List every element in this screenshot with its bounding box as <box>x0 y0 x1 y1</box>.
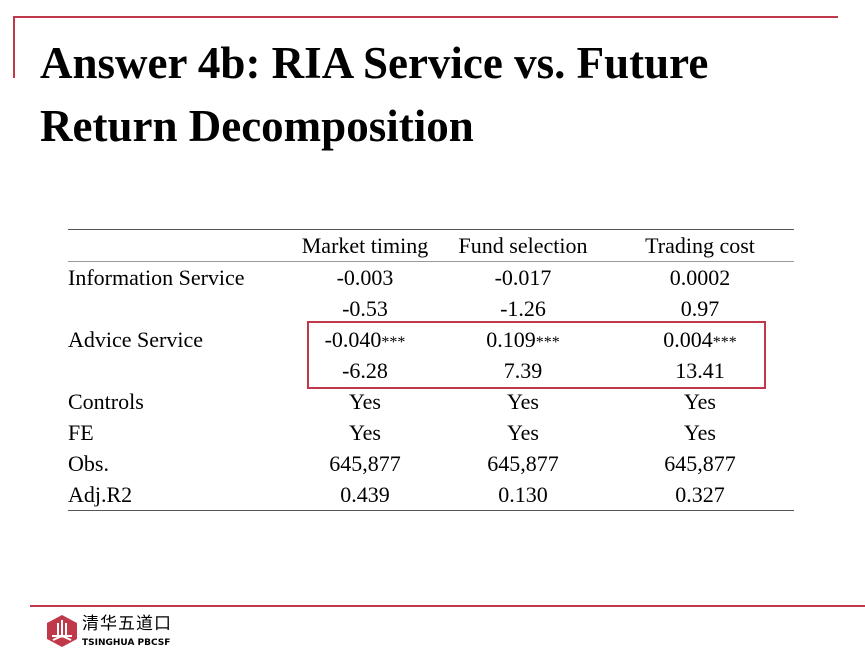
table-cell: 645,877 <box>290 448 440 479</box>
cell-value: 645,877 <box>487 451 559 476</box>
row-label: Controls <box>68 389 144 414</box>
column-header: Fund selection <box>458 233 588 258</box>
table-cell: Yes <box>625 417 775 448</box>
table-cell: 645,877 <box>448 448 598 479</box>
table-cell: -0.017 <box>448 262 598 293</box>
bottom-rule <box>30 605 865 607</box>
row-label: Information Service <box>68 265 245 290</box>
table-cell: 0.004*** <box>625 324 775 355</box>
cell-value: 0.327 <box>675 482 725 507</box>
cell-value: 645,877 <box>664 451 736 476</box>
table-cell: 0.97 <box>625 293 775 324</box>
table-cell: 7.39 <box>448 355 598 386</box>
cell-value: 0.97 <box>680 296 720 321</box>
table-cell: 645,877 <box>625 448 775 479</box>
row-label: Adj.R2 <box>68 482 133 507</box>
cell-value: 0.109 <box>486 327 536 352</box>
significance-stars: *** <box>535 334 560 351</box>
tsinghua-logo-icon <box>47 615 77 647</box>
table-row: Obs. 645,877 645,877 645,877 <box>68 448 794 479</box>
slide-title: Answer 4b: RIA Service vs. Future Return… <box>40 38 709 151</box>
table-cell: Yes <box>290 386 440 417</box>
table-cell: -0.003 <box>290 262 440 293</box>
table-cell: Yes <box>448 417 598 448</box>
cell-value: 0.004 <box>663 327 713 352</box>
table-cell: 13.41 <box>625 355 775 386</box>
table-row: -0.53 -1.26 0.97 <box>68 293 794 324</box>
column-header: Market timing <box>301 233 429 258</box>
significance-stars: *** <box>381 334 406 351</box>
column-header: Trading cost <box>645 233 755 258</box>
row-label: Obs. <box>68 451 109 476</box>
cell-value: 0.130 <box>498 482 548 507</box>
table-row: -6.28 7.39 13.41 <box>68 355 794 386</box>
left-rule <box>13 16 15 78</box>
row-label <box>68 293 283 324</box>
cell-value: -1.26 <box>500 296 546 321</box>
cell-value: -0.003 <box>336 265 394 290</box>
cell-value: -6.28 <box>342 358 388 383</box>
cell-value: 0.439 <box>340 482 390 507</box>
top-rule <box>13 16 838 18</box>
significance-stars: *** <box>712 334 737 351</box>
table-row: Adj.R2 0.439 0.130 0.327 <box>68 479 794 510</box>
cell-value: Yes <box>506 389 539 414</box>
logo-text-en: TSINGHUA PBCSF <box>82 638 171 648</box>
table-cell: -6.28 <box>290 355 440 386</box>
cell-value: Yes <box>683 420 716 445</box>
table-cell: 0.327 <box>625 479 775 510</box>
cell-value: Yes <box>348 420 381 445</box>
cell-value: Yes <box>506 420 539 445</box>
row-label: FE <box>68 420 94 445</box>
table-cell: -0.040*** <box>290 324 440 355</box>
table-cell: -1.26 <box>448 293 598 324</box>
cell-value: Yes <box>348 389 381 414</box>
cell-value: 645,877 <box>329 451 401 476</box>
table-cell: 0.109*** <box>448 324 598 355</box>
table-header: Market timing Fund selection Trading cos… <box>68 230 794 262</box>
table-cell: Yes <box>290 417 440 448</box>
table-cell: -0.53 <box>290 293 440 324</box>
regression-table: Market timing Fund selection Trading cos… <box>68 229 794 511</box>
row-label <box>68 355 283 386</box>
table-cell: 0.439 <box>290 479 440 510</box>
table-cell: Yes <box>625 386 775 417</box>
table-cell: 0.0002 <box>625 262 775 293</box>
row-label: Advice Service <box>68 327 203 352</box>
highlight-box <box>307 321 766 389</box>
table-row: Information Service -0.003 -0.017 0.0002 <box>68 262 794 293</box>
cell-value: 13.41 <box>675 358 725 383</box>
logo-text-cn: 清华五道口 <box>82 614 172 634</box>
cell-value: -0.53 <box>342 296 388 321</box>
cell-value: -0.017 <box>494 265 552 290</box>
cell-value: 7.39 <box>503 358 543 383</box>
cell-value: Yes <box>683 389 716 414</box>
cell-value: -0.040 <box>324 327 382 352</box>
table-row: Controls Yes Yes Yes <box>68 386 794 417</box>
cell-value: 0.0002 <box>669 265 731 290</box>
table-cell: Yes <box>448 386 598 417</box>
table-cell: 0.130 <box>448 479 598 510</box>
table-row: Advice Service -0.040*** 0.109*** 0.004*** <box>68 324 794 355</box>
table-row: FE Yes Yes Yes <box>68 417 794 448</box>
